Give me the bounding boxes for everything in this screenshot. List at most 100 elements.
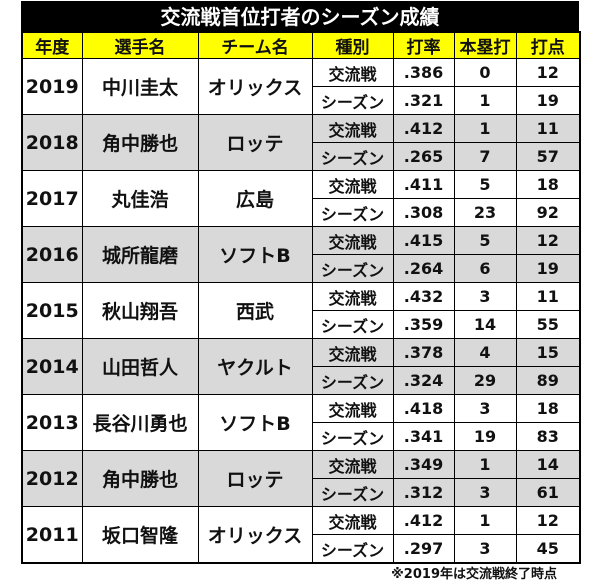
- hr-cell: 6: [453, 254, 517, 283]
- type-cell: 交流戦: [311, 170, 394, 199]
- rbi-cell: 61: [515, 478, 581, 507]
- team-cell: オリックス: [197, 58, 313, 115]
- table-row: 2012 角中勝也 ロッテ 交流戦 .349 1 14: [21, 450, 581, 507]
- rbi-cell: 92: [515, 198, 581, 227]
- table-row: 2014 山田哲人 ヤクルト 交流戦 .378 4 15: [21, 338, 581, 395]
- hr-cell: 1: [453, 506, 517, 535]
- type-cell: シーズン: [311, 86, 394, 115]
- avg-cell: .324: [392, 366, 455, 395]
- player-cell: 坂口智隆: [81, 506, 199, 564]
- year-cell: 2018: [21, 114, 83, 171]
- table-row: シーズン .359 14 55: [22, 310, 581, 339]
- team-cell: オリックス: [197, 506, 313, 564]
- rbi-cell: 11: [515, 114, 581, 143]
- rbi-cell: 18: [515, 170, 581, 199]
- rbi-cell: 11: [515, 282, 581, 311]
- year-cell: 2014: [21, 338, 83, 395]
- hr-cell: 14: [453, 310, 517, 339]
- player-cell: 城所龍磨: [81, 226, 199, 283]
- footnote: ※2019年は交流戦終了時点: [391, 567, 557, 582]
- type-cell: シーズン: [311, 254, 394, 283]
- hr-cell: 4: [453, 338, 517, 367]
- header-hr: 本塁打: [453, 31, 517, 59]
- year-cell: 2016: [21, 226, 83, 283]
- year-cell: 2011: [21, 506, 83, 564]
- player-cell: 角中勝也: [81, 114, 199, 171]
- avg-cell: .349: [392, 450, 455, 479]
- hr-cell: 1: [453, 114, 517, 143]
- hr-cell: 1: [453, 86, 517, 115]
- rbi-cell: 12: [515, 226, 581, 255]
- rbi-cell: 19: [515, 254, 581, 283]
- team-cell: 西武: [197, 282, 313, 339]
- table-row: 2019 中川圭太 オリックス 交流戦 .386 0 12: [21, 58, 581, 115]
- header-rbi: 打点: [515, 31, 581, 59]
- type-cell: 交流戦: [311, 450, 394, 479]
- table-title: 交流戦首位打者のシーズン成績: [21, 1, 579, 31]
- avg-cell: .297: [392, 534, 455, 564]
- hr-cell: 23: [453, 198, 517, 227]
- avg-cell: .386: [392, 58, 455, 87]
- hr-cell: 5: [453, 226, 517, 255]
- type-cell: シーズン: [311, 366, 394, 395]
- table-row: シーズン .312 3 61: [22, 478, 581, 507]
- type-cell: シーズン: [311, 478, 394, 507]
- type-cell: 交流戦: [311, 338, 394, 367]
- type-cell: 交流戦: [311, 394, 394, 423]
- year-cell: 2013: [21, 394, 83, 451]
- rbi-cell: 18: [515, 394, 581, 423]
- type-cell: 交流戦: [311, 282, 394, 311]
- table-row: 2017 丸佳浩 広島 交流戦 .411 5 18: [21, 170, 581, 227]
- avg-cell: .308: [392, 198, 455, 227]
- avg-cell: .411: [392, 170, 455, 199]
- rbi-cell: 55: [515, 310, 581, 339]
- rbi-cell: 45: [515, 534, 581, 564]
- year-cell: 2019: [21, 58, 83, 115]
- header-player: 選手名: [81, 31, 199, 59]
- rbi-cell: 12: [515, 506, 581, 535]
- year-cell: 2015: [21, 282, 83, 339]
- hr-cell: 19: [453, 422, 517, 451]
- player-cell: 長谷川勇也: [81, 394, 199, 451]
- header-avg: 打率: [392, 31, 455, 59]
- team-cell: ロッテ: [197, 114, 313, 171]
- avg-cell: .264: [392, 254, 455, 283]
- table-row: 2016 城所龍磨 ソフトB 交流戦 .415 5 12: [21, 226, 581, 283]
- year-cell: 2012: [21, 450, 83, 507]
- hr-cell: 3: [453, 394, 517, 423]
- team-cell: ロッテ: [197, 450, 313, 507]
- header-year: 年度: [21, 31, 83, 59]
- hr-cell: 5: [453, 170, 517, 199]
- avg-cell: .432: [392, 282, 455, 311]
- year-cell: 2017: [21, 170, 83, 227]
- table-row: 2011 坂口智隆 オリックス 交流戦 .412 1 12: [21, 506, 581, 564]
- rbi-cell: 83: [515, 422, 581, 451]
- header-row: 年度 選手名 チーム名 種別 打率 本塁打 打点: [21, 31, 581, 59]
- rbi-cell: 15: [515, 338, 581, 367]
- header-type: 種別: [311, 31, 394, 59]
- table-row: シーズン .341 19 83: [22, 422, 581, 451]
- avg-cell: .312: [392, 478, 455, 507]
- player-cell: 丸佳浩: [81, 170, 199, 227]
- rbi-cell: 57: [515, 142, 581, 171]
- rbi-cell: 19: [515, 86, 581, 115]
- hr-cell: 3: [453, 478, 517, 507]
- team-cell: ヤクルト: [197, 338, 313, 395]
- table-row: 2015 秋山翔吾 西武 交流戦 .432 3 11: [21, 282, 581, 339]
- hr-cell: 0: [453, 58, 517, 87]
- team-cell: 広島: [197, 170, 313, 227]
- stats-table-container: 交流戦首位打者のシーズン成績 年度 選手名 チーム名 種別 打率 本塁打 打点 …: [21, 1, 581, 582]
- rbi-cell: 14: [515, 450, 581, 479]
- avg-cell: .378: [392, 338, 455, 367]
- player-cell: 山田哲人: [81, 338, 199, 395]
- type-cell: 交流戦: [311, 506, 394, 535]
- table-row: 2013 長谷川勇也 ソフトB 交流戦 .418 3 18: [21, 394, 581, 451]
- team-cell: ソフトB: [197, 394, 313, 451]
- player-cell: 角中勝也: [81, 450, 199, 507]
- player-cell: 秋山翔吾: [81, 282, 199, 339]
- type-cell: 交流戦: [311, 114, 394, 143]
- type-cell: シーズン: [311, 422, 394, 451]
- avg-cell: .321: [392, 86, 455, 115]
- avg-cell: .341: [392, 422, 455, 451]
- rbi-cell: 12: [515, 58, 581, 87]
